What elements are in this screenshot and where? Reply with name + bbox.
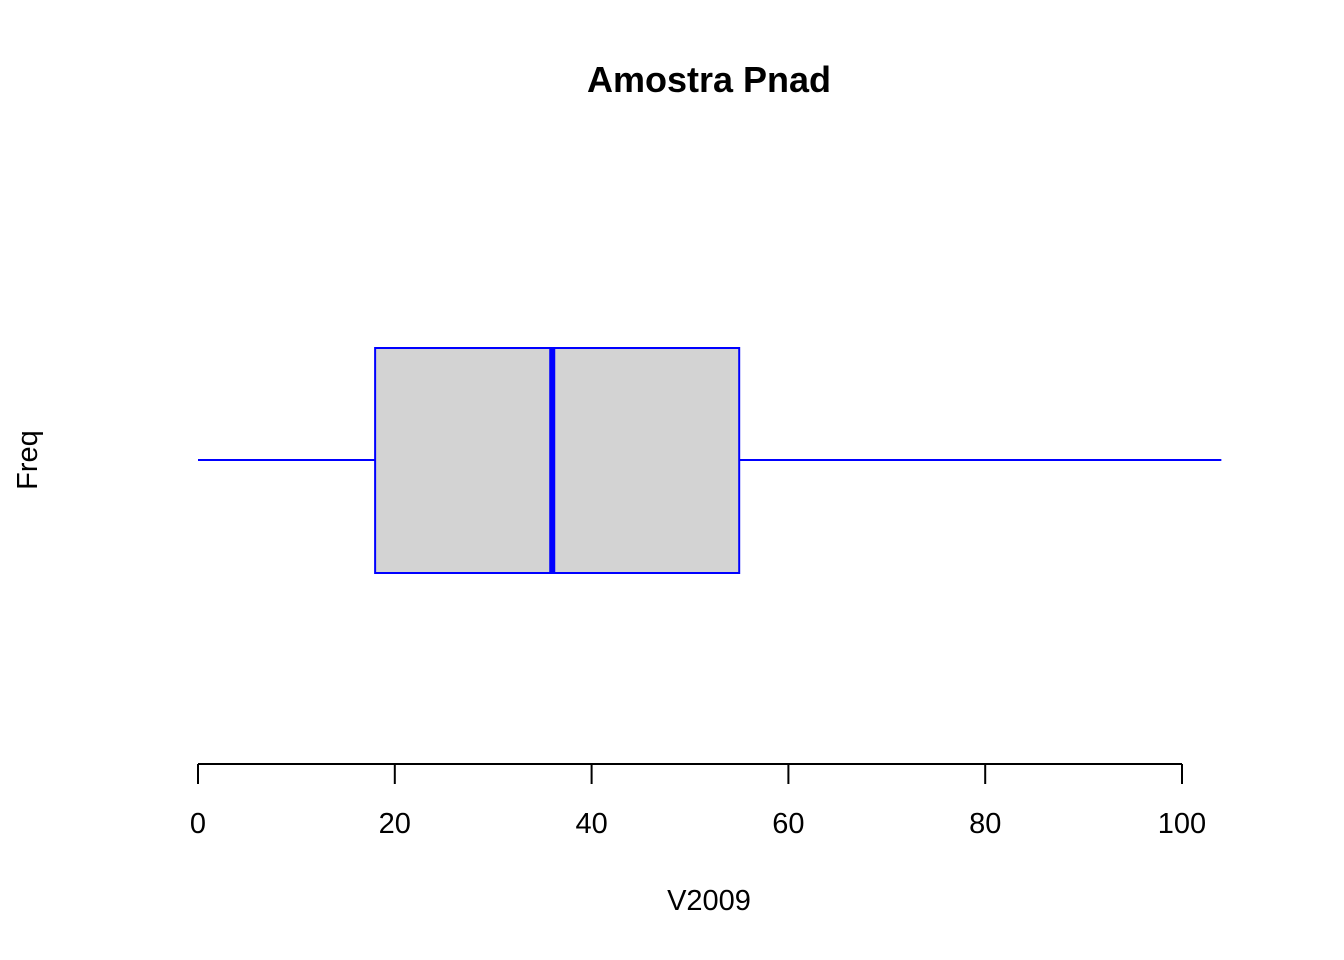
- x-tick-label-60: 60: [772, 808, 804, 840]
- x-tick-label-100: 100: [1158, 808, 1206, 840]
- x-axis-label: V2009: [667, 885, 751, 917]
- x-tick-label-20: 20: [379, 808, 411, 840]
- box-group: [198, 347, 1222, 574]
- y-axis-label: Freq: [12, 430, 44, 490]
- x-tick-label-40: 40: [575, 808, 607, 840]
- x-tick-label-80: 80: [969, 808, 1001, 840]
- x-axis: 0 20 40 60 80 100: [190, 763, 1206, 840]
- interquartile-box: [374, 347, 741, 574]
- chart-title: Amostra Pnad: [587, 59, 831, 100]
- x-tick-label-0: 0: [190, 808, 206, 840]
